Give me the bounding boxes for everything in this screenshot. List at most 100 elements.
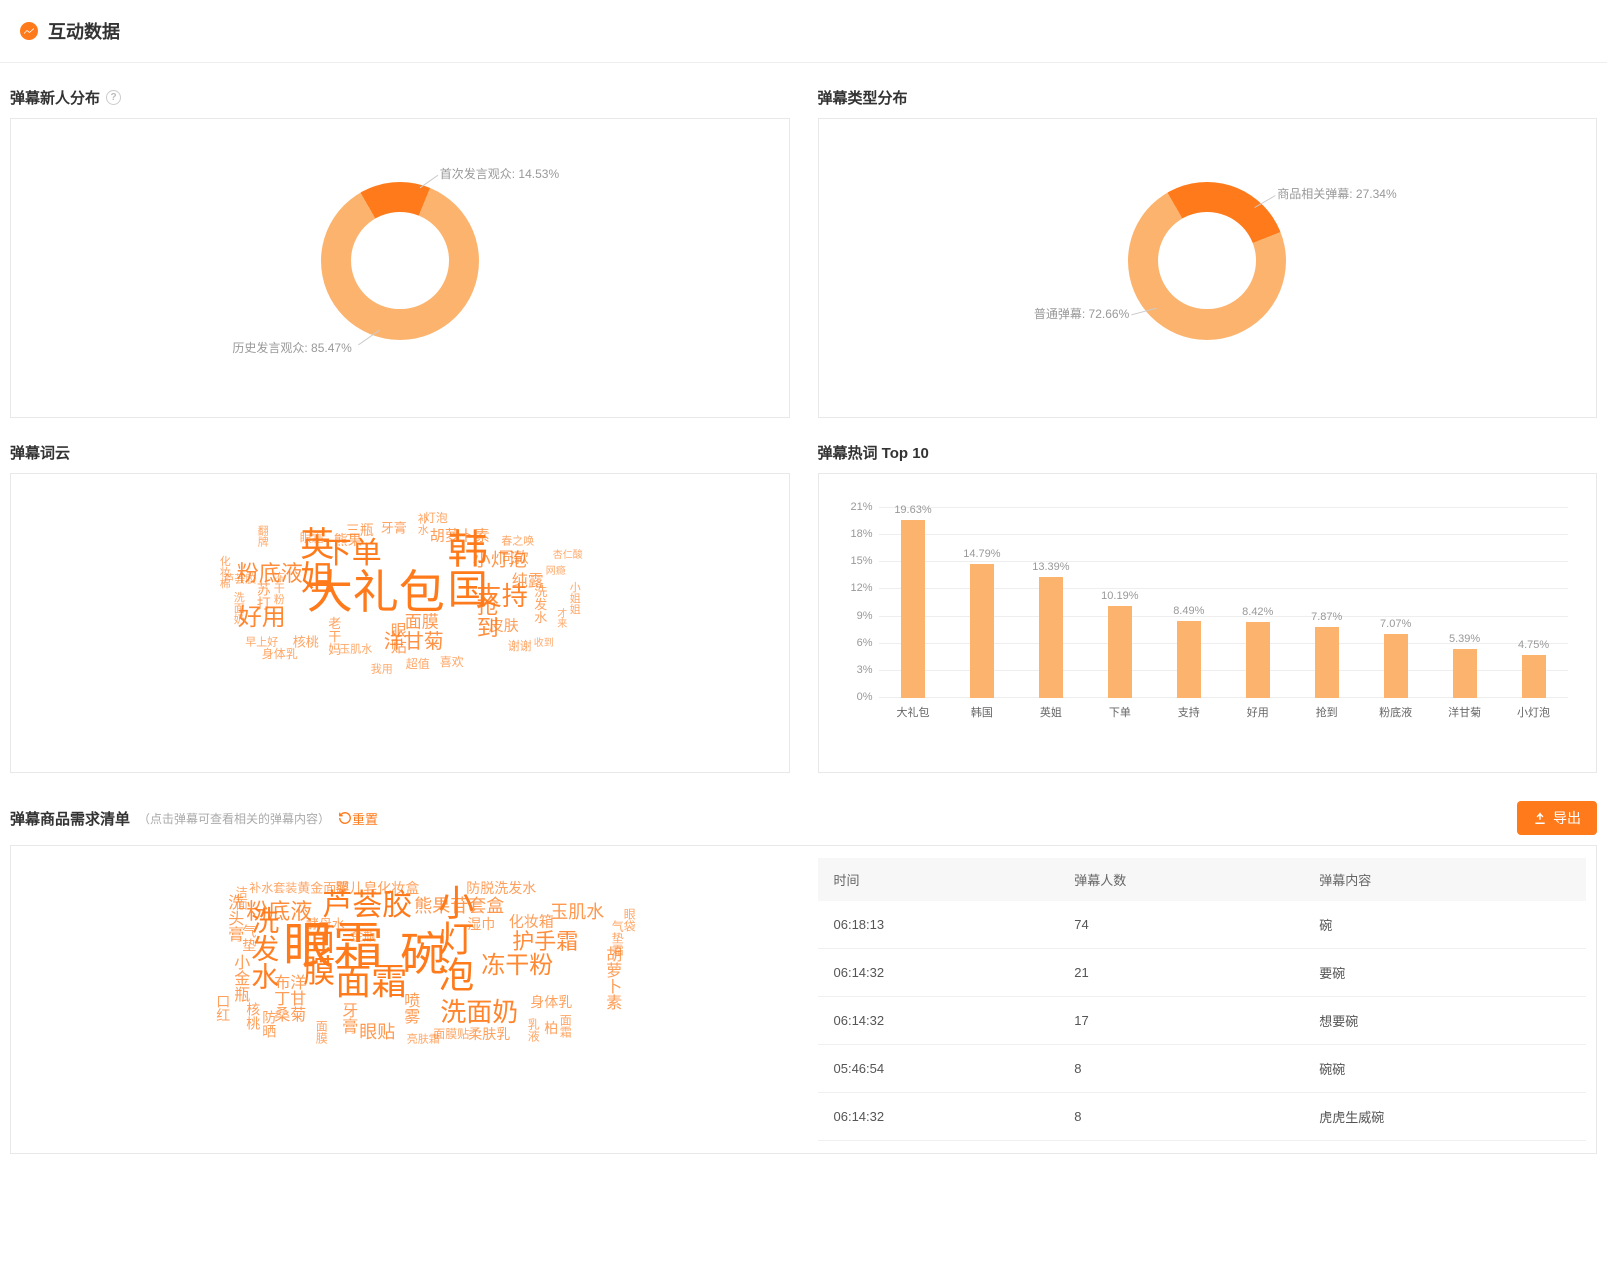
wordcloud-word[interactable]: 口红 [216,994,230,1022]
wordcloud-word[interactable]: 眼贴 [359,1023,395,1041]
wordcloud-word[interactable]: 皮肤 [489,619,519,634]
wordcloud-word[interactable]: 熊果苷套盒 [414,897,504,915]
wordcloud-word[interactable]: 洁面 [235,886,247,910]
wordcloud-word[interactable]: 熊果 [334,533,362,547]
wordcloud-word[interactable]: 核桃 [246,1002,260,1030]
bar-xlabel: 粉底液 [1379,704,1412,720]
wordcloud-word[interactable]: 牙膏 [339,1002,355,1034]
bar-xlabel: 抢到 [1316,704,1338,720]
wordcloud-word[interactable]: 黄金面膜 [297,882,349,895]
bar-xlabel: 洋甘菊 [1448,704,1481,720]
wordcloud-word[interactable]: 翻牌 [256,525,267,547]
wordcloud-word[interactable]: 眼贴 [388,622,404,654]
wordcloud-word[interactable]: 面霜 [559,1014,571,1038]
wordcloud-word[interactable]: 气垫霜 [611,920,623,956]
table-cell: 06:14:32 [818,1093,1059,1141]
wordcloud-word[interactable]: 防脱洗发水 [466,881,536,895]
table-row[interactable]: 05:46:548碗碗 [818,1045,1587,1093]
bar-value-label: 7.07% [1380,618,1411,630]
export-button[interactable]: 导出 [1517,801,1597,835]
help-icon[interactable]: ? [106,90,121,105]
wordcloud-word[interactable]: 金瓶 [350,930,376,943]
wordcloud-word[interactable]: 粉底液 [246,901,312,923]
bar-item: 13.39%英姐 [1016,561,1085,698]
panel-barchart: 弹幕热词 Top 10 0%3%6%9%12%15%18%21%19.63%大礼… [818,430,1598,773]
wordcloud-word[interactable]: 护手霜 [512,931,578,953]
wordcloud-word[interactable]: 早上好 [245,638,278,649]
demand-table-panel: 时间弹幕人数弹幕内容 06:18:1374碗06:14:3221要碗06:14:… [818,858,1587,1141]
wordcloud-word[interactable]: 眼霜 [300,532,324,544]
demand-body: 眼霜碗小灯泡面膜芦荟胶洗面奶洗发水冻干粉护手霜粉底液面霜玉肌水熊果苷套盒化妆箱湿… [10,845,1597,1154]
wordcloud-word[interactable]: 我用 [371,665,393,676]
table-row[interactable]: 06:14:3217想要碗 [818,997,1587,1045]
wordcloud-word[interactable]: 面膜 [405,614,439,631]
wordcloud-word[interactable]: 玉肌水 [550,903,604,921]
wordcloud-word[interactable]: 湿巾 [467,917,495,931]
wordcloud-word[interactable]: 亮肤霜 [407,1035,440,1046]
wordcloud1-chart: 大礼包韩国英姐下单支持好用抢到粉底液洋甘菊小灯泡面膜眼贴纯露同款胡萝卜素皮肤三瓶… [120,498,680,748]
demand-header: 弹幕商品需求清单 （点击弹幕可查看相关的弹幕内容） 重置 导出 [0,801,1607,835]
wordcloud-word[interactable]: 春之唤 [501,537,534,548]
wordcloud-word[interactable]: 面膜 [301,922,333,986]
wordcloud-word[interactable]: 芦荟胶 [223,575,256,586]
wordcloud-word[interactable]: 牙膏 [381,522,407,535]
wordcloud-word[interactable]: 小金瓶 [231,954,247,1002]
table-row[interactable]: 06:14:328虎虎生威碗 [818,1093,1587,1141]
bar-ylabel: 9% [839,610,873,622]
wordcloud-word[interactable]: 超值 [406,658,430,670]
wordcloud-word[interactable]: 洗面奶 [232,592,243,625]
wordcloud-word[interactable]: 谢谢 [508,640,532,652]
wordcloud-word[interactable]: 补水套装 [249,882,297,894]
wordcloud-word[interactable]: 面膜 [315,1020,327,1044]
wordcloud-word[interactable]: 洋甘菊 [287,974,303,1022]
wordcloud-word[interactable]: 冻干粉 [481,954,553,978]
donut1-card: 首次发言观众: 14.53% 历史发言观众: 85.47% [10,118,790,418]
wordcloud-word[interactable]: 才来 [555,608,565,628]
bar-item: 8.42%好用 [1223,606,1292,698]
wordcloud-word[interactable]: 乳液 [527,1018,539,1042]
wordcloud-word[interactable]: 身体乳 [530,995,572,1009]
wordcloud-word[interactable]: 柔肤乳 [468,1027,510,1041]
table-row[interactable]: 06:18:1374碗 [818,901,1587,949]
wordcloud-word[interactable]: 同款 [499,551,529,566]
wordcloud-word[interactable]: 柏 [544,1021,558,1035]
table-row[interactable]: 06:14:3221要碗 [818,949,1587,997]
bar-value-label: 10.19% [1101,590,1138,602]
wordcloud-word[interactable]: 冻干粉 [272,572,283,605]
wordcloud-word[interactable]: 化妆箱 [509,915,554,930]
wordcloud-word[interactable]: 苏打 [257,582,271,610]
wordcloud-word[interactable]: 补水 [416,513,427,535]
wordcloud-word[interactable]: 喜欢 [440,656,464,668]
wordcloud-word[interactable]: 喷雾 [401,992,417,1024]
wordcloud-word[interactable]: 防晒 [262,1010,276,1038]
wordcloud-word[interactable]: 眼袋 [623,908,635,932]
wordcloud-word[interactable]: 胡萝卜素 [430,529,490,544]
donut-hole [1158,212,1256,310]
wordcloud-word[interactable]: 杏仁酸 [553,551,583,561]
donut1-wrap: 首次发言观众: 14.53% 历史发言观众: 85.47% [23,143,777,378]
reset-link[interactable]: 重置 [338,809,378,828]
wordcloud-word[interactable]: 酵母水 [306,918,345,931]
table-cell: 74 [1058,901,1303,949]
page-title: 互动数据 [48,18,120,44]
wordcloud1-title: 弹幕词云 [10,442,790,463]
wordcloud-word[interactable]: 玉肌水 [339,645,372,656]
bar-ylabel: 18% [839,528,873,540]
table-cell: 想要碗 [1303,997,1586,1045]
table-cell: 21 [1058,949,1303,997]
table-cell: 8 [1058,1045,1303,1093]
bar-value-label: 13.39% [1032,561,1069,573]
wordcloud-word[interactable]: 收到 [534,639,554,649]
wordcloud-word[interactable]: 面霜 [335,964,407,1000]
wordcloud-word[interactable]: 洗发水 [533,585,546,624]
table-cell: 05:46:54 [818,1045,1059,1093]
table-cell: 碗 [1303,901,1586,949]
wordcloud-word[interactable]: 气垫 [242,924,256,952]
wordcloud-word[interactable]: 小姐姐 [568,582,579,615]
wordcloud-word[interactable]: 洗面奶 [440,999,518,1025]
bar-ylabel: 15% [839,555,873,567]
wordcloud-word[interactable]: 网瘾 [546,567,566,577]
bar-xlabel: 英姐 [1040,704,1062,720]
export-icon [1533,811,1547,825]
wordcloud-word[interactable]: 身体乳 [262,648,298,660]
